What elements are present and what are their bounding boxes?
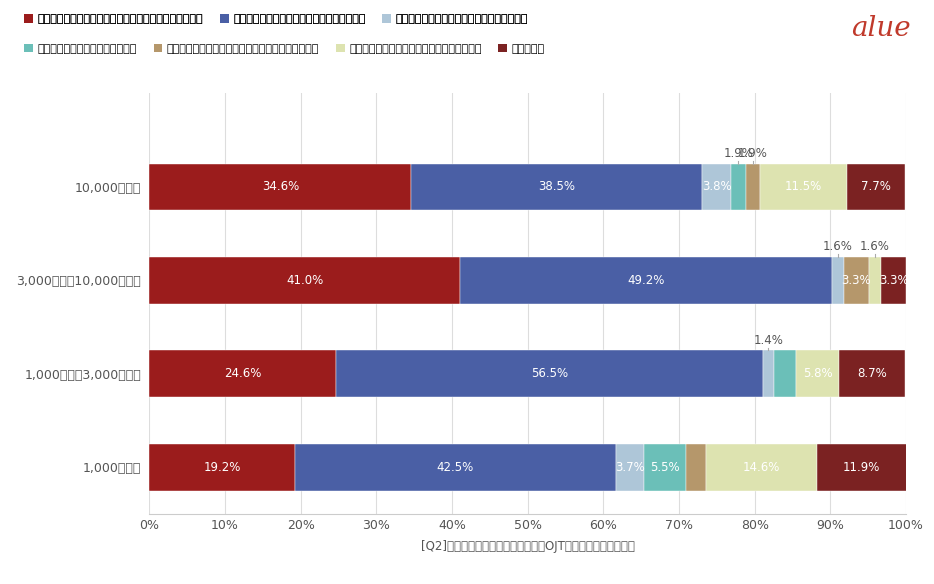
Text: 49.2%: 49.2%	[627, 274, 664, 287]
Text: 3.7%: 3.7%	[616, 461, 645, 474]
Bar	[816, 444, 907, 491]
Text: 1.9%: 1.9%	[738, 147, 768, 160]
Bar	[773, 350, 796, 397]
Bar	[702, 164, 731, 210]
Text: 1.6%: 1.6%	[860, 240, 890, 253]
Bar	[745, 164, 760, 210]
Bar	[295, 444, 616, 491]
Text: 24.6%: 24.6%	[224, 367, 262, 380]
Bar	[881, 257, 906, 304]
Text: 5.8%: 5.8%	[802, 367, 832, 380]
Text: 34.6%: 34.6%	[262, 180, 299, 193]
Bar	[411, 164, 702, 210]
Text: 19.2%: 19.2%	[204, 461, 241, 474]
Bar	[706, 444, 816, 491]
Text: 14.6%: 14.6%	[743, 461, 780, 474]
Bar	[149, 164, 411, 210]
Legend: 実施していないが、今後実施予定, 過去に実施していたが、今後も実施する予定はない, 実施したことはなく、今後も実施予定はない, わからない: 実施していないが、今後実施予定, 過去に実施していたが、今後も実施する予定はない…	[24, 44, 545, 54]
Text: 41.0%: 41.0%	[286, 274, 323, 287]
Text: 11.9%: 11.9%	[843, 461, 881, 474]
Text: 5.5%: 5.5%	[650, 461, 680, 474]
Text: 38.5%: 38.5%	[538, 180, 575, 193]
Bar	[869, 257, 881, 304]
Bar	[460, 257, 832, 304]
Text: 42.5%: 42.5%	[437, 461, 474, 474]
Bar	[616, 444, 644, 491]
Text: 7.7%: 7.7%	[861, 180, 891, 193]
Bar	[796, 350, 840, 397]
Text: alue: alue	[851, 15, 911, 41]
Bar	[686, 444, 706, 491]
Bar	[731, 164, 745, 210]
Text: 56.5%: 56.5%	[531, 367, 568, 380]
Legend: 実施しており、昨年度より取り組みを増やす・強化する, 実施しており、昨年度と同じ取り組みをする, 実施しており、昨年度より取り組みを減らす: 実施しており、昨年度より取り組みを増やす・強化する, 実施しており、昨年度と同じ…	[24, 15, 529, 25]
Text: 1.9%: 1.9%	[724, 147, 754, 160]
Text: 3.3%: 3.3%	[842, 274, 871, 287]
Bar	[844, 257, 869, 304]
X-axis label: [Q2]あなたの現在のお勤め先では、OJTを実施していますか。: [Q2]あなたの現在のお勤め先では、OJTを実施していますか。	[421, 540, 634, 553]
Bar	[335, 350, 763, 397]
Text: 3.3%: 3.3%	[879, 274, 908, 287]
Bar	[763, 350, 773, 397]
Bar	[832, 257, 844, 304]
Bar	[760, 164, 847, 210]
Bar	[149, 257, 460, 304]
Text: 8.7%: 8.7%	[857, 367, 887, 380]
Bar	[644, 444, 686, 491]
Bar	[149, 350, 335, 397]
Text: 1.4%: 1.4%	[754, 333, 784, 347]
Bar	[149, 444, 295, 491]
Bar	[847, 164, 905, 210]
Text: 11.5%: 11.5%	[785, 180, 822, 193]
Bar	[840, 350, 905, 397]
Text: 3.8%: 3.8%	[702, 180, 731, 193]
Text: 1.6%: 1.6%	[823, 240, 853, 253]
